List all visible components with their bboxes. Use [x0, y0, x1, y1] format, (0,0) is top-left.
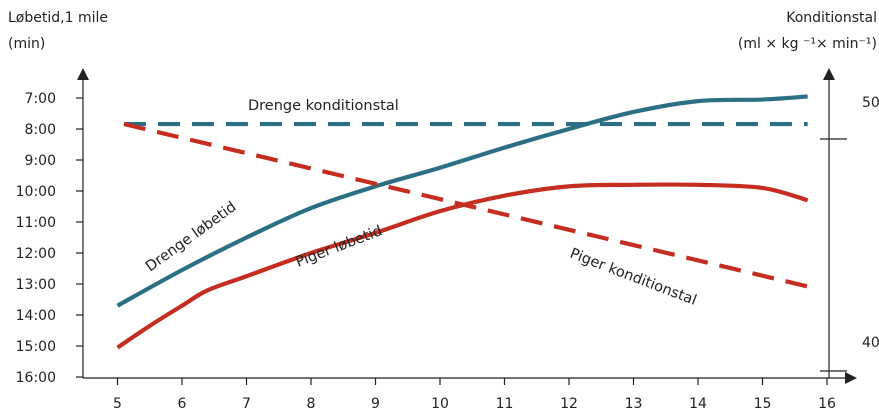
series-line-drenge-lobetid: [116, 94, 808, 308]
x-tick-label: 13: [625, 396, 643, 412]
left-tick-label: 9:00: [25, 153, 56, 169]
right-tick-label: 50: [862, 95, 879, 111]
x-tick-label: 9: [371, 396, 380, 412]
left-tick-label: 14:00: [16, 308, 56, 324]
left-tick-label: 13:00: [16, 277, 56, 293]
x-tick-label: 5: [113, 396, 122, 412]
left-tick-label: 15:00: [16, 339, 56, 355]
x-axis-arrow: [845, 372, 857, 384]
left-axis-unit: (min): [8, 36, 45, 52]
x-tick-label: 7: [242, 396, 251, 412]
right-axis-arrow: [823, 68, 835, 80]
left-tick-label: 12:00: [16, 246, 56, 262]
x-tick-label: 8: [307, 396, 316, 412]
left-tick-label: 10:00: [16, 184, 56, 200]
x-tick-label: 10: [431, 396, 449, 412]
right-axis-unit: (ml × kg ⁻¹× min⁻¹): [738, 36, 877, 52]
series-label-piger-lobetid: Piger løbetid: [294, 223, 385, 271]
right-axis-title: Konditionstal: [786, 10, 877, 26]
left-tick-label: 11:00: [16, 215, 56, 231]
left-axis-title: Løbetid,1 mile: [8, 10, 108, 26]
x-tick-label: 15: [754, 396, 772, 412]
x-tick-label: 16: [818, 396, 836, 412]
series-label-drenge-konditionstal: Drenge konditionstal: [248, 98, 399, 114]
left-axis-arrow: [77, 68, 89, 80]
x-tick-label: 6: [178, 396, 187, 412]
x-tick-label: 12: [560, 396, 578, 412]
left-tick-label: 7:00: [25, 91, 56, 107]
series-line-piger-lobetid: [116, 182, 809, 350]
right-tick-label: 40: [862, 335, 879, 351]
x-tick-label: 14: [689, 396, 707, 412]
left-tick-label: 8:00: [25, 122, 56, 138]
x-tick-label: 11: [496, 396, 514, 412]
left-tick-label: 16:00: [16, 370, 56, 386]
series-label-piger-konditionstal: Piger konditionstal: [568, 246, 699, 309]
series-line-piger-konditionstal: [123, 121, 809, 289]
